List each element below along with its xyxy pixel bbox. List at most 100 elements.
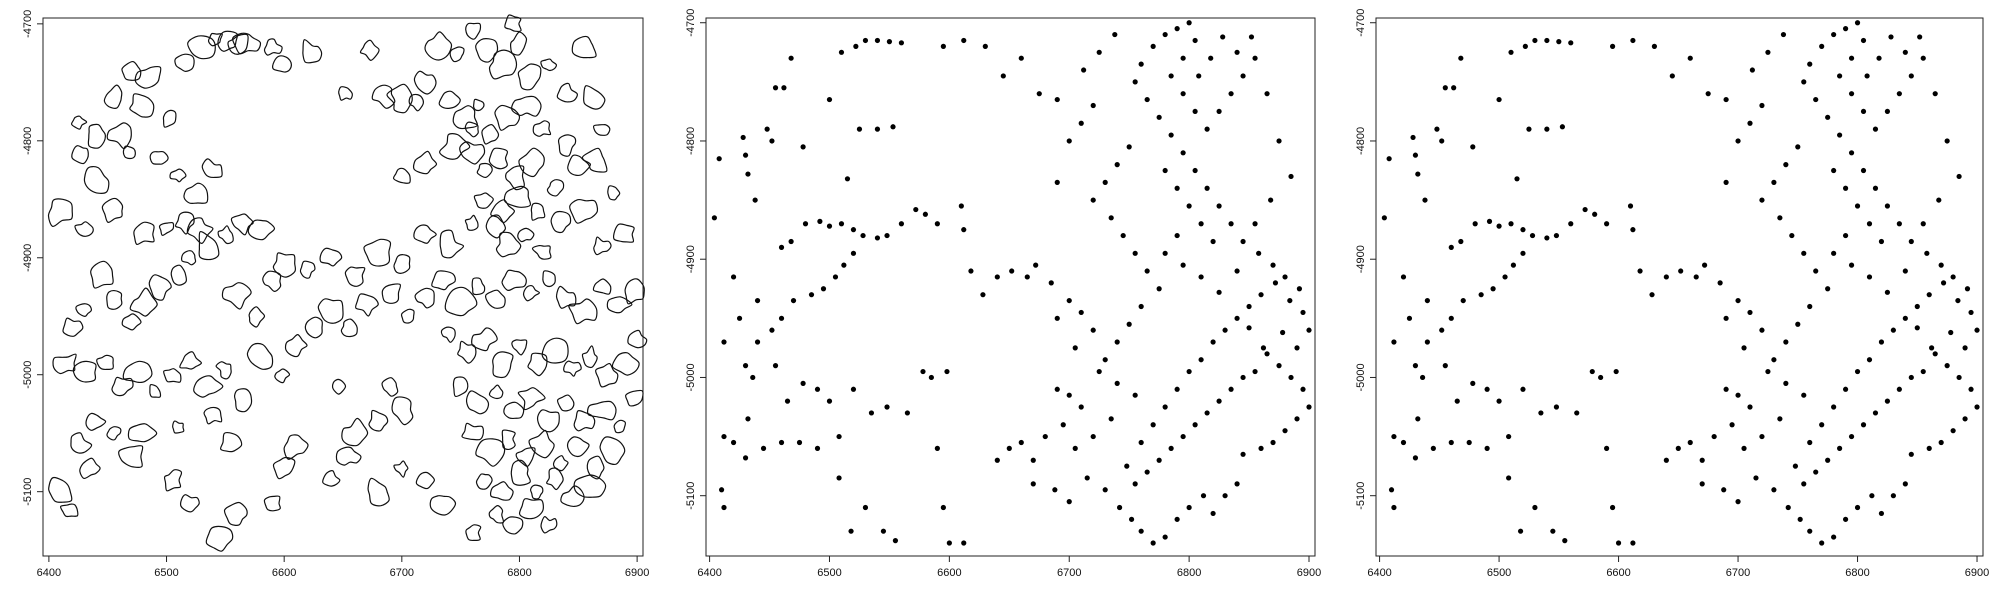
- cell-centroid-point: [1033, 262, 1039, 268]
- cell-centroid-point: [1186, 203, 1192, 209]
- cell-centroid-point: [1192, 108, 1198, 115]
- cell-centroid-point: [1102, 487, 1108, 493]
- x-tick-label: 6700: [1057, 567, 1081, 579]
- cell-centroid-point: [1048, 280, 1054, 286]
- cell-outline: [111, 376, 134, 397]
- cell-outline: [431, 270, 456, 291]
- cell-centroid-point: [718, 487, 725, 493]
- cell-centroid-point: [836, 433, 842, 440]
- cell-outline: [581, 345, 598, 369]
- cell-centroid-point: [1902, 481, 1908, 487]
- cell-centroid-point: [1210, 339, 1216, 345]
- cell-centroid-point: [1926, 445, 1932, 451]
- cell-centroid-point: [1208, 55, 1214, 61]
- cell-outline: [106, 426, 122, 441]
- cell-outline: [127, 423, 158, 443]
- cell-outline: [540, 58, 558, 72]
- plot-frame: [42, 17, 644, 557]
- cell-centroid-point: [1550, 528, 1556, 534]
- cell-centroid-point: [1908, 374, 1914, 381]
- cell-outline: [518, 498, 544, 520]
- cell-centroid-point: [1693, 274, 1699, 280]
- cell-centroid-point: [764, 126, 770, 132]
- cell-outline: [568, 298, 598, 325]
- cell-centroid-point: [1837, 445, 1843, 451]
- cell-outline: [531, 244, 552, 260]
- cell-centroid-point: [848, 528, 854, 534]
- cell-centroid-point: [1220, 34, 1226, 40]
- cell-centroid-point: [1240, 73, 1246, 79]
- cell-centroid-point: [1415, 171, 1421, 177]
- cell-centroid-point: [1869, 493, 1875, 499]
- cell-centroid-point: [1687, 439, 1693, 446]
- cell-centroid-point: [754, 297, 761, 304]
- cell-centroid-point: [1950, 274, 1956, 280]
- cell-centroid-point: [1777, 416, 1783, 422]
- cell-centroid-point: [1797, 516, 1803, 522]
- cell-outline: [230, 213, 254, 236]
- cell-centroid-point: [1735, 392, 1741, 398]
- cell-outline: [489, 481, 514, 501]
- cell-centroid-point: [1198, 221, 1204, 227]
- cell-centroid-point: [1246, 325, 1252, 331]
- cell-centroid-point: [1562, 538, 1568, 544]
- cell-outline: [129, 93, 155, 118]
- cell-outline: [563, 360, 582, 377]
- cell-outline: [528, 429, 555, 459]
- cell-centroid-point: [1825, 114, 1831, 120]
- cell-outline: [613, 419, 627, 434]
- cell-centroid-point: [1288, 374, 1294, 381]
- cell-outline: [536, 409, 560, 433]
- cell-centroid-point: [1388, 487, 1395, 493]
- cell-centroid-point: [1458, 55, 1464, 61]
- cell-centroid-point: [1553, 232, 1560, 239]
- cell-centroid-point: [1920, 55, 1926, 61]
- cell-outline: [83, 165, 110, 194]
- cell-centroid-point: [1932, 351, 1938, 357]
- cell-centroid-point: [1460, 297, 1466, 304]
- x-tick-label: 6400: [697, 567, 721, 579]
- cell-centroid-point: [1006, 445, 1012, 451]
- cell-outline: [611, 352, 640, 376]
- cell-centroid-point: [1096, 49, 1102, 55]
- cell-centroid-point: [1948, 329, 1954, 336]
- cell-centroid-point: [1819, 422, 1825, 428]
- cell-outline: [439, 229, 465, 259]
- cell-centroid-point: [1711, 433, 1717, 440]
- cell-centroid-point: [884, 404, 890, 410]
- cell-centroid-point: [1831, 167, 1837, 174]
- cell-centroid-point: [826, 223, 833, 229]
- cell-outline: [517, 387, 546, 411]
- cell-centroid-point: [1252, 221, 1258, 227]
- cell-outline: [471, 327, 498, 352]
- cell-centroid-point: [1112, 31, 1118, 38]
- cell-centroid-point: [1451, 85, 1457, 91]
- cell-outline: [612, 223, 635, 243]
- cell-centroid-point: [1735, 297, 1741, 304]
- cell-centroid-point: [1192, 167, 1198, 174]
- cell-outline: [475, 473, 493, 490]
- cell-outline: [106, 290, 123, 310]
- cell-centroid-point: [1556, 39, 1562, 45]
- cell-centroid-point: [961, 540, 967, 546]
- cell-outline: [381, 377, 399, 397]
- cell-centroid-point: [1422, 197, 1428, 203]
- cell-outline: [540, 516, 558, 534]
- cell-outline: [341, 417, 369, 447]
- cell-outline: [592, 278, 612, 295]
- cell-outline: [118, 445, 144, 469]
- cell-centroid-point: [1902, 49, 1908, 55]
- cell-centroid-point: [1701, 262, 1708, 268]
- cell-centroid-point: [1096, 368, 1102, 375]
- cell-centroid-point: [1936, 197, 1942, 203]
- cell-outline: [541, 337, 569, 364]
- cell-centroid-point: [1412, 152, 1419, 158]
- cell-outline: [219, 432, 243, 453]
- cell-centroid-point: [1381, 215, 1387, 221]
- cell-outline: [527, 352, 548, 377]
- cell-outline: [174, 53, 195, 73]
- cell-centroid-point: [1538, 410, 1544, 416]
- cell-centroid-point: [1717, 280, 1723, 286]
- cell-centroid-point: [1132, 392, 1138, 398]
- cell-outline: [90, 260, 114, 289]
